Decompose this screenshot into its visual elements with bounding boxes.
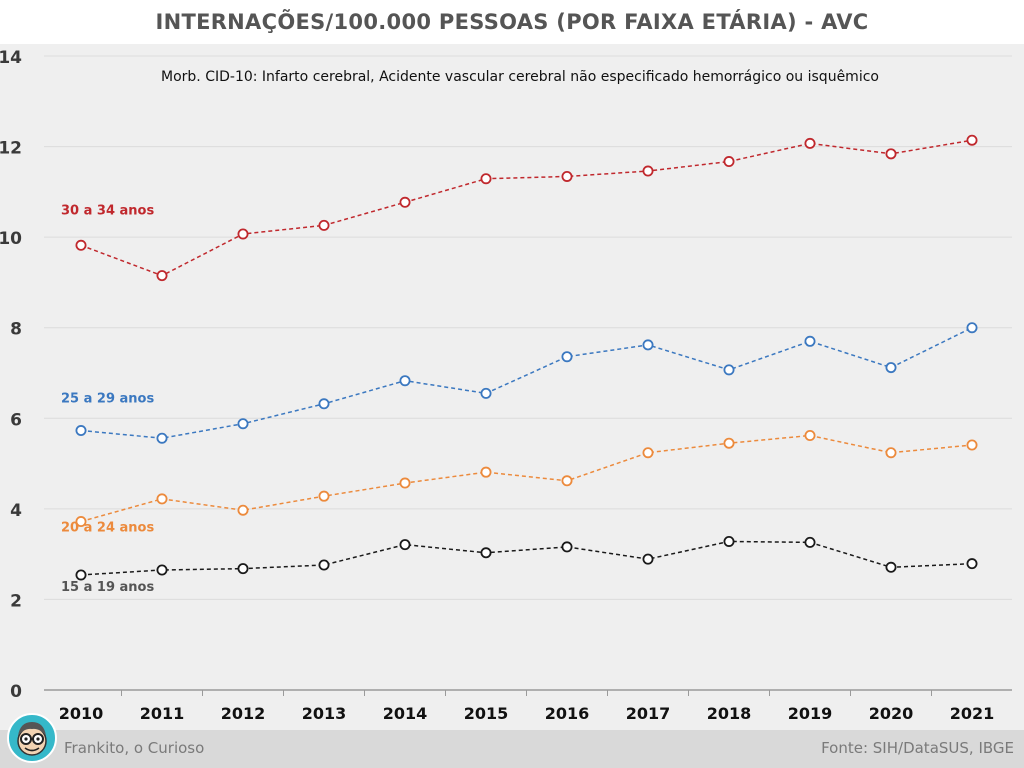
y-tick-label: 10 <box>0 229 22 249</box>
data-point <box>642 165 654 177</box>
data-point <box>75 516 87 528</box>
data-point <box>399 539 411 551</box>
data-point <box>237 504 249 516</box>
data-point <box>237 563 249 575</box>
y-tick-label: 6 <box>10 410 22 430</box>
x-tick-label: 2016 <box>545 704 590 723</box>
data-point <box>885 362 897 374</box>
data-point <box>399 375 411 387</box>
data-point <box>561 541 573 553</box>
x-tick-label: 2021 <box>950 704 995 723</box>
data-point <box>885 561 897 573</box>
data-point <box>804 137 816 149</box>
data-point <box>399 477 411 489</box>
data-point <box>156 432 168 444</box>
data-point <box>561 475 573 487</box>
data-point <box>75 569 87 581</box>
x-tick-label: 2014 <box>383 704 428 723</box>
y-tick-label: 2 <box>10 591 22 611</box>
x-tick-label: 2017 <box>626 704 671 723</box>
data-point <box>480 466 492 478</box>
data-point <box>723 364 735 376</box>
data-point <box>642 447 654 459</box>
gridlines <box>44 55 1012 600</box>
series-lines <box>75 134 978 581</box>
y-tick-label: 14 <box>0 48 22 68</box>
series-labels: 30 a 34 anos 25 a 29 anos 20 a 24 anos 15 a… <box>61 203 154 595</box>
data-point <box>723 156 735 168</box>
data-point <box>156 564 168 576</box>
data-point <box>318 490 330 502</box>
x-tick-label: 2015 <box>464 704 509 723</box>
chart-area: 0 2 4 6 8 10 12 14 2010 2011 2012 2013 2014 2015 2016 2… <box>0 44 1024 730</box>
data-point <box>480 547 492 559</box>
data-point <box>804 335 816 347</box>
series-line <box>80 327 973 439</box>
axes: 0 2 4 6 8 10 12 14 2010 2011 2012 2013 2014 2015 2016 2… <box>0 48 1012 723</box>
data-point <box>966 322 978 334</box>
data-point <box>885 447 897 459</box>
data-point <box>561 170 573 182</box>
series-line <box>80 139 973 277</box>
y-tick-label: 8 <box>10 320 22 340</box>
y-tick-label: 0 <box>10 682 22 702</box>
data-point <box>237 228 249 240</box>
data-point <box>804 429 816 441</box>
data-point <box>399 196 411 208</box>
data-point <box>318 559 330 571</box>
data-point <box>75 239 87 251</box>
x-tick-label: 2020 <box>869 704 914 723</box>
x-tick-label: 2010 <box>59 704 104 723</box>
series-label: 30 a 34 anos <box>61 203 154 218</box>
data-point <box>237 418 249 430</box>
y-tick-label: 4 <box>10 501 22 521</box>
source-text: Fonte: SIH/DataSUS, IBGE <box>821 739 1014 757</box>
line-chart: 0 2 4 6 8 10 12 14 2010 2011 2012 2013 2014 2015 2016 2… <box>0 48 1012 723</box>
data-point <box>966 439 978 451</box>
data-point <box>561 351 573 363</box>
series-label: 25 a 29 anos <box>61 392 154 407</box>
chart-title: INTERNAÇÕES/100.000 PESSOAS (POR FAIXA E… <box>155 10 869 34</box>
x-tick-label: 2018 <box>707 704 752 723</box>
x-tick-label: 2012 <box>221 704 266 723</box>
series-label: 15 a 19 anos <box>61 580 154 595</box>
data-point <box>885 148 897 160</box>
data-point <box>966 558 978 570</box>
x-tick-label: 2019 <box>788 704 833 723</box>
data-point <box>156 270 168 282</box>
data-point <box>642 553 654 565</box>
mascot-avatar-icon <box>7 713 57 763</box>
data-point <box>318 398 330 410</box>
data-point <box>75 425 87 437</box>
data-point <box>156 493 168 505</box>
x-tick-label: 2013 <box>302 704 347 723</box>
data-point <box>480 387 492 399</box>
footer-bar: Frankito, o Curioso Fonte: SIH/DataSUS, … <box>0 730 1024 768</box>
credit-text: Frankito, o Curioso <box>64 739 205 757</box>
chart-subtitle: Morb. CID-10: Infarto cerebral, Acidente… <box>161 69 879 85</box>
data-point <box>642 339 654 351</box>
series-label: 20 a 24 anos <box>61 521 154 536</box>
data-point <box>318 219 330 231</box>
data-point <box>804 536 816 548</box>
y-tick-label: 12 <box>0 139 22 159</box>
data-point <box>480 173 492 185</box>
data-point <box>723 535 735 547</box>
data-point <box>723 437 735 449</box>
data-point <box>966 134 978 146</box>
series-line <box>80 540 973 576</box>
x-tick-label: 2011 <box>140 704 185 723</box>
